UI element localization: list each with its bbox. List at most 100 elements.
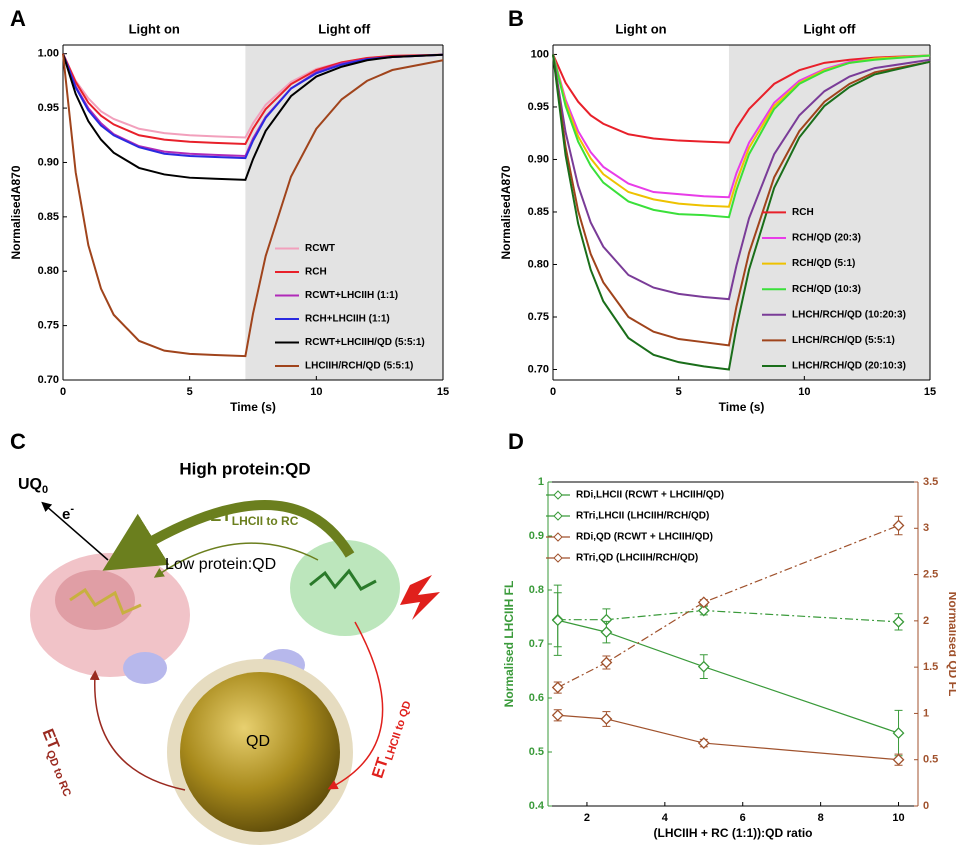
legend-label: RCH bbox=[305, 267, 327, 278]
marker bbox=[697, 737, 710, 749]
et: ET bbox=[210, 506, 232, 525]
label-high: High protein:QD bbox=[179, 459, 310, 478]
x-axis-label: (LHCIIH + RC (1:1)):QD ratio bbox=[654, 826, 813, 840]
x-tick-label: 4 bbox=[662, 812, 669, 824]
series-line bbox=[552, 54, 931, 301]
x-tick-label: 15 bbox=[437, 386, 449, 398]
chlorophylls bbox=[309, 568, 377, 591]
series-line bbox=[552, 54, 931, 144]
y2-tick-label: 3.5 bbox=[923, 476, 938, 488]
panel-label: B bbox=[508, 6, 524, 31]
shaded-region bbox=[728, 45, 930, 380]
series-line bbox=[557, 714, 899, 761]
series-line bbox=[552, 54, 931, 199]
y-tick-label: 0.70 bbox=[38, 374, 59, 386]
marker bbox=[551, 681, 564, 694]
legend-label: RTri,LHCII (LHCIIH/RCH/QD) bbox=[576, 511, 709, 522]
e-sup: - bbox=[70, 503, 74, 515]
y-tick-label: 0.7 bbox=[529, 638, 544, 650]
x-tick-label: 8 bbox=[818, 812, 824, 824]
uq-sub: 0 bbox=[42, 484, 48, 496]
label-qd: QD bbox=[246, 733, 270, 750]
y-tick-label: 0.4 bbox=[529, 800, 545, 812]
chart: Light on Light off 0 5 10 15 0.70 0.75 0.80 0.85 0… bbox=[499, 21, 936, 414]
x-tick-label: 10 bbox=[310, 386, 322, 398]
panel-label: A bbox=[10, 6, 26, 31]
shaded-region bbox=[245, 45, 443, 380]
et: ET bbox=[38, 727, 62, 753]
light-bolt bbox=[400, 575, 440, 620]
legend-label: RDi,LHCII (RCWT + LHCIIH/QD) bbox=[576, 490, 724, 501]
panel-label: D bbox=[508, 429, 524, 454]
series-line bbox=[552, 54, 931, 347]
quantum-dot bbox=[180, 672, 340, 832]
arrow-electron bbox=[41, 501, 109, 561]
legend-marker bbox=[553, 553, 563, 563]
y-tick-label: 0.70 bbox=[528, 363, 549, 375]
legend-label: RCWT+LHCIIH (1:1) bbox=[305, 290, 398, 301]
et-sub: QD to RC bbox=[44, 749, 73, 799]
marker bbox=[600, 713, 613, 725]
cofactors bbox=[69, 587, 142, 616]
marker bbox=[892, 519, 905, 532]
x-axis-label: Time (s) bbox=[230, 400, 276, 414]
y-axis-label: Normalised LHCIIH FL bbox=[502, 581, 516, 708]
et: ET bbox=[370, 756, 393, 781]
arrow-low bbox=[153, 542, 319, 578]
y-tick-label: 0.90 bbox=[38, 156, 59, 168]
series-line bbox=[552, 54, 931, 371]
label-et: ETLHCII to RC bbox=[210, 506, 299, 528]
chart: Light on Light off 0 5 10 15 0.70 0.75 0.80 0.85 0… bbox=[9, 21, 449, 414]
series-line bbox=[62, 53, 444, 181]
legend-label: RCWT+LHCIIH/QD (5:5:1) bbox=[305, 337, 425, 348]
panel-label: C bbox=[10, 429, 26, 454]
y-tick-label: 0.75 bbox=[528, 311, 549, 323]
marker bbox=[697, 596, 710, 609]
y-tick-label: 0.85 bbox=[528, 206, 549, 218]
x-tick-label: 10 bbox=[892, 812, 904, 824]
x-tick-label: 0 bbox=[550, 386, 556, 398]
series-line bbox=[552, 54, 931, 219]
legend-label: RDi,QD (RCWT + LHCIIH/QD) bbox=[576, 532, 713, 543]
label-uq: UQ0 bbox=[18, 476, 48, 496]
legend-marker bbox=[553, 511, 563, 521]
series-line bbox=[62, 53, 444, 358]
arrow-lhcii-qd bbox=[327, 621, 384, 790]
marker bbox=[892, 615, 905, 628]
y2-tick-label: 1 bbox=[923, 707, 929, 719]
x-tick-label: 5 bbox=[676, 386, 682, 398]
legend-label: LHCH/RCH/QD (20:10:3) bbox=[792, 361, 906, 372]
marker bbox=[892, 727, 905, 740]
y-tick-label: 0.9 bbox=[529, 530, 544, 542]
y2-tick-label: 2.5 bbox=[923, 568, 938, 580]
y-tick-label: 1.00 bbox=[38, 48, 59, 60]
marker bbox=[551, 614, 564, 627]
y-axis-label: NormalisedA870 bbox=[9, 165, 23, 259]
marker bbox=[697, 660, 710, 673]
legend-label: RCH/QD (10:3) bbox=[792, 284, 861, 295]
y2-tick-label: 1.5 bbox=[923, 661, 938, 673]
series-line bbox=[62, 53, 444, 160]
legend-label: LHCH/RCH/QD (5:5:1) bbox=[792, 335, 895, 346]
x-tick-label: 0 bbox=[60, 386, 66, 398]
arrow-high bbox=[102, 500, 355, 571]
annotation: Light off bbox=[803, 21, 856, 36]
label-et-rc: ETQD to RC bbox=[36, 727, 80, 799]
marker bbox=[551, 709, 564, 722]
legend-label: LHCH/RCH/QD (10:20:3) bbox=[792, 309, 906, 320]
y-tick-label: 0.80 bbox=[528, 258, 549, 270]
y-tick-label: 100 bbox=[531, 48, 549, 60]
y-tick-label: 1 bbox=[538, 476, 544, 488]
series-line bbox=[557, 609, 899, 623]
y-axis-label: NormalisedA870 bbox=[499, 165, 513, 259]
y2-tick-label: 2 bbox=[923, 615, 929, 627]
legend-label: RCH+LHCIIH (1:1) bbox=[305, 314, 390, 325]
chart: 2 4 6 8 100.40.50.60.70.80.9100.511.522.533.… bbox=[502, 476, 956, 840]
x-tick-label: 10 bbox=[798, 386, 810, 398]
y2-tick-label: 0.5 bbox=[923, 754, 938, 766]
marker bbox=[697, 604, 710, 617]
uq: UQ bbox=[18, 476, 42, 493]
y-tick-label: 0.90 bbox=[528, 153, 549, 165]
label-electron: e- bbox=[62, 503, 74, 523]
et-sub: LHCII to QD bbox=[383, 699, 414, 761]
